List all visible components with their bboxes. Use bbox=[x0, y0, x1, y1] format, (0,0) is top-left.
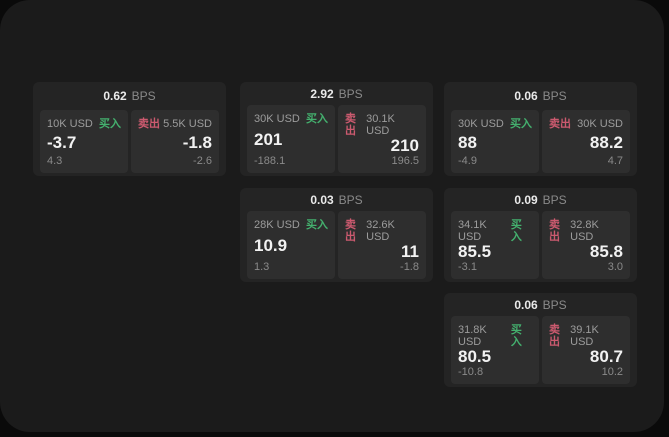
spread-header: 0.62 BPS bbox=[33, 82, 226, 110]
buy-price: -3.7 bbox=[47, 132, 77, 152]
buy-price: 80.5 bbox=[458, 347, 492, 366]
sell-change: 10.2 bbox=[601, 366, 623, 378]
spread-header: 0.09 BPS bbox=[444, 188, 637, 211]
sell-tile[interactable]: 卖出 30.1K USD 210 196.5 bbox=[338, 105, 426, 173]
price-tiles: 30K USD 买入 88 -4.9 卖出 30K USD 88.2 4.7 bbox=[444, 110, 637, 176]
quote-card: 0.06 BPS 30K USD 买入 88 -4.9 卖出 30K USD 8… bbox=[444, 82, 637, 176]
buy-tile[interactable]: 10K USD 买入 -3.7 4.3 bbox=[40, 110, 128, 173]
spread-value: 2.92 bbox=[310, 86, 334, 101]
spread-header: 0.06 BPS bbox=[444, 293, 637, 316]
buy-side-label: 买入 bbox=[510, 219, 522, 243]
price-tiles: 34.1K USD 买入 85.5 -3.1 卖出 32.8K USD 85.8… bbox=[444, 211, 637, 282]
quote-card: 0.09 BPS 34.1K USD 买入 85.5 -3.1 卖出 32.8K… bbox=[444, 188, 637, 282]
sell-change: -2.6 bbox=[193, 155, 212, 167]
buy-price: 88 bbox=[458, 132, 477, 152]
sell-price: 210 bbox=[390, 136, 419, 155]
buy-change: 4.3 bbox=[47, 155, 63, 167]
quote-card: 0.03 BPS 28K USD 买入 10.9 1.3 卖出 32.6K US… bbox=[240, 188, 433, 282]
price-tiles: 28K USD 买入 10.9 1.3 卖出 32.6K USD 11 -1.8 bbox=[240, 211, 433, 282]
price-tiles: 10K USD 买入 -3.7 4.3 卖出 5.5K USD -1.8 -2.… bbox=[33, 110, 226, 176]
sell-side-label: 卖出 bbox=[345, 113, 356, 137]
sell-change: 3.0 bbox=[607, 261, 623, 273]
sell-side-label: 卖出 bbox=[549, 219, 560, 243]
buy-change: 1.3 bbox=[254, 261, 270, 273]
buy-price: 85.5 bbox=[458, 242, 492, 261]
sell-side-label: 卖出 bbox=[549, 324, 560, 348]
buy-side-label: 买入 bbox=[306, 113, 328, 125]
sell-tile[interactable]: 卖出 32.6K USD 11 -1.8 bbox=[338, 211, 426, 279]
sell-amount: 30.1K USD bbox=[366, 113, 395, 137]
buy-change: -3.1 bbox=[458, 261, 477, 273]
buy-tile[interactable]: 34.1K USD 买入 85.5 -3.1 bbox=[451, 211, 539, 279]
sell-amount: 30K USD bbox=[577, 118, 623, 130]
sell-tile[interactable]: 卖出 32.8K USD 85.8 3.0 bbox=[542, 211, 630, 279]
buy-side-label: 买入 bbox=[99, 118, 121, 130]
quote-card: 0.06 BPS 31.8K USD 买入 80.5 -10.8 卖出 39.1… bbox=[444, 293, 637, 387]
spread-value: 0.09 bbox=[514, 192, 538, 207]
buy-amount: 34.1K USD bbox=[458, 219, 487, 243]
sell-tile[interactable]: 卖出 39.1K USD 80.7 10.2 bbox=[542, 316, 630, 384]
sell-change: 196.5 bbox=[391, 155, 419, 167]
sell-price: 85.8 bbox=[589, 242, 623, 261]
sell-price: 88.2 bbox=[589, 132, 623, 152]
buy-side-label: 买入 bbox=[510, 324, 522, 348]
sell-amount: 32.8K USD bbox=[570, 219, 599, 243]
buy-amount: 31.8K USD bbox=[458, 324, 487, 348]
buy-price: 201 bbox=[254, 130, 283, 149]
buy-tile[interactable]: 28K USD 买入 10.9 1.3 bbox=[247, 211, 335, 279]
buy-tile[interactable]: 30K USD 买入 201 -188.1 bbox=[247, 105, 335, 173]
sell-change: 4.7 bbox=[607, 155, 623, 167]
buy-amount: 30K USD bbox=[254, 113, 300, 125]
bps-unit-label: BPS bbox=[338, 86, 363, 101]
sell-tile[interactable]: 卖出 30K USD 88.2 4.7 bbox=[542, 110, 630, 173]
buy-tile[interactable]: 30K USD 买入 88 -4.9 bbox=[451, 110, 539, 173]
buy-price: 10.9 bbox=[254, 236, 288, 255]
bps-unit-label: BPS bbox=[542, 297, 567, 312]
bps-unit-label: BPS bbox=[131, 89, 156, 103]
spread-value: 0.06 bbox=[514, 297, 538, 312]
buy-amount: 28K USD bbox=[254, 219, 300, 231]
price-tiles: 30K USD 买入 201 -188.1 卖出 30.1K USD 210 1… bbox=[240, 105, 433, 176]
sell-amount: 32.6K USD bbox=[366, 219, 395, 243]
buy-tile[interactable]: 31.8K USD 买入 80.5 -10.8 bbox=[451, 316, 539, 384]
price-tiles: 31.8K USD 买入 80.5 -10.8 卖出 39.1K USD 80.… bbox=[444, 316, 637, 387]
bps-unit-label: BPS bbox=[542, 192, 567, 207]
quote-card: 2.92 BPS 30K USD 买入 201 -188.1 卖出 30.1K … bbox=[240, 82, 433, 176]
spread-header: 0.06 BPS bbox=[444, 82, 637, 110]
buy-side-label: 买入 bbox=[306, 219, 328, 231]
bps-unit-label: BPS bbox=[542, 89, 567, 103]
sell-side-label: 卖出 bbox=[549, 118, 571, 130]
spread-value: 0.62 bbox=[103, 89, 127, 103]
sell-side-label: 卖出 bbox=[138, 118, 160, 130]
buy-change: -4.9 bbox=[458, 155, 477, 167]
spread-header: 2.92 BPS bbox=[240, 82, 433, 105]
buy-side-label: 买入 bbox=[510, 118, 532, 130]
sell-price: 11 bbox=[401, 242, 419, 261]
sell-tile[interactable]: 卖出 5.5K USD -1.8 -2.6 bbox=[131, 110, 219, 173]
buy-change: -188.1 bbox=[254, 155, 286, 167]
spread-value: 0.03 bbox=[310, 192, 334, 207]
sell-change: -1.8 bbox=[400, 261, 419, 273]
buy-amount: 10K USD bbox=[47, 118, 93, 130]
sell-price: -1.8 bbox=[182, 132, 212, 152]
buy-change: -10.8 bbox=[458, 366, 484, 378]
buy-amount: 30K USD bbox=[458, 118, 504, 130]
sell-price: 80.7 bbox=[589, 347, 623, 366]
sell-amount: 39.1K USD bbox=[570, 324, 599, 348]
quote-card: 0.62 BPS 10K USD 买入 -3.7 4.3 卖出 5.5K USD… bbox=[33, 82, 226, 176]
bps-unit-label: BPS bbox=[338, 192, 363, 207]
spread-value: 0.06 bbox=[514, 89, 538, 103]
sell-side-label: 卖出 bbox=[345, 219, 356, 243]
sell-amount: 5.5K USD bbox=[163, 118, 212, 130]
spread-header: 0.03 BPS bbox=[240, 188, 433, 211]
